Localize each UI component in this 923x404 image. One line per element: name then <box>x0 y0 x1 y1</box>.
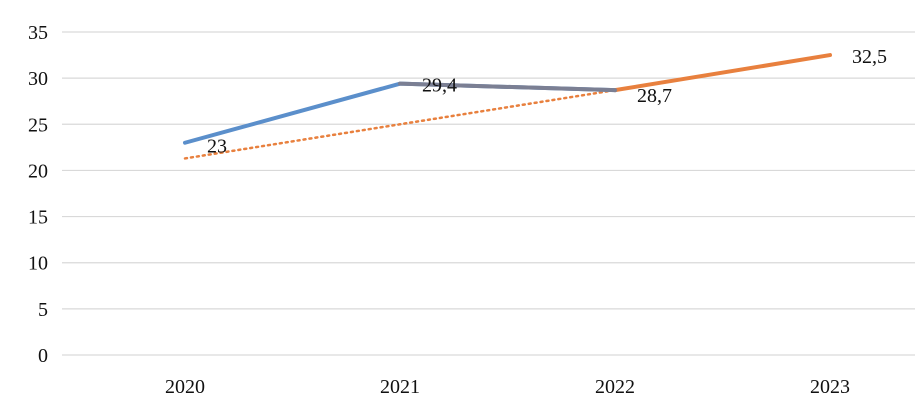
data-label: 23 <box>207 136 227 158</box>
series-line-2 <box>398 81 617 93</box>
series-lines <box>183 53 832 160</box>
y-tick-label: 10 <box>28 253 48 275</box>
y-tick-label: 35 <box>28 22 48 44</box>
series-line-4 <box>183 88 617 160</box>
series-line-1 <box>183 81 617 145</box>
y-tick-label: 15 <box>28 207 48 229</box>
series-line-3 <box>613 53 832 93</box>
data-label: 28,7 <box>637 85 672 107</box>
x-tick-label: 2020 <box>165 376 205 398</box>
y-axis-tick-labels: 0 5 10 15 20 25 30 35 <box>28 22 48 367</box>
x-axis-tick-labels: 2020 2021 2022 2023 <box>165 376 850 398</box>
y-tick-label: 5 <box>38 299 48 321</box>
x-tick-label: 2023 <box>810 376 850 398</box>
y-tick-label: 25 <box>28 114 48 136</box>
y-tick-label: 20 <box>28 160 48 182</box>
data-label: 29,4 <box>422 75 457 97</box>
x-tick-label: 2021 <box>380 376 420 398</box>
x-tick-label: 2022 <box>595 376 635 398</box>
grid-lines <box>62 31 915 356</box>
data-labels: 23 29,4 28,7 32,5 <box>207 46 887 158</box>
y-tick-label: 30 <box>28 68 48 90</box>
data-label: 32,5 <box>852 46 887 68</box>
y-tick-label: 0 <box>38 345 48 367</box>
